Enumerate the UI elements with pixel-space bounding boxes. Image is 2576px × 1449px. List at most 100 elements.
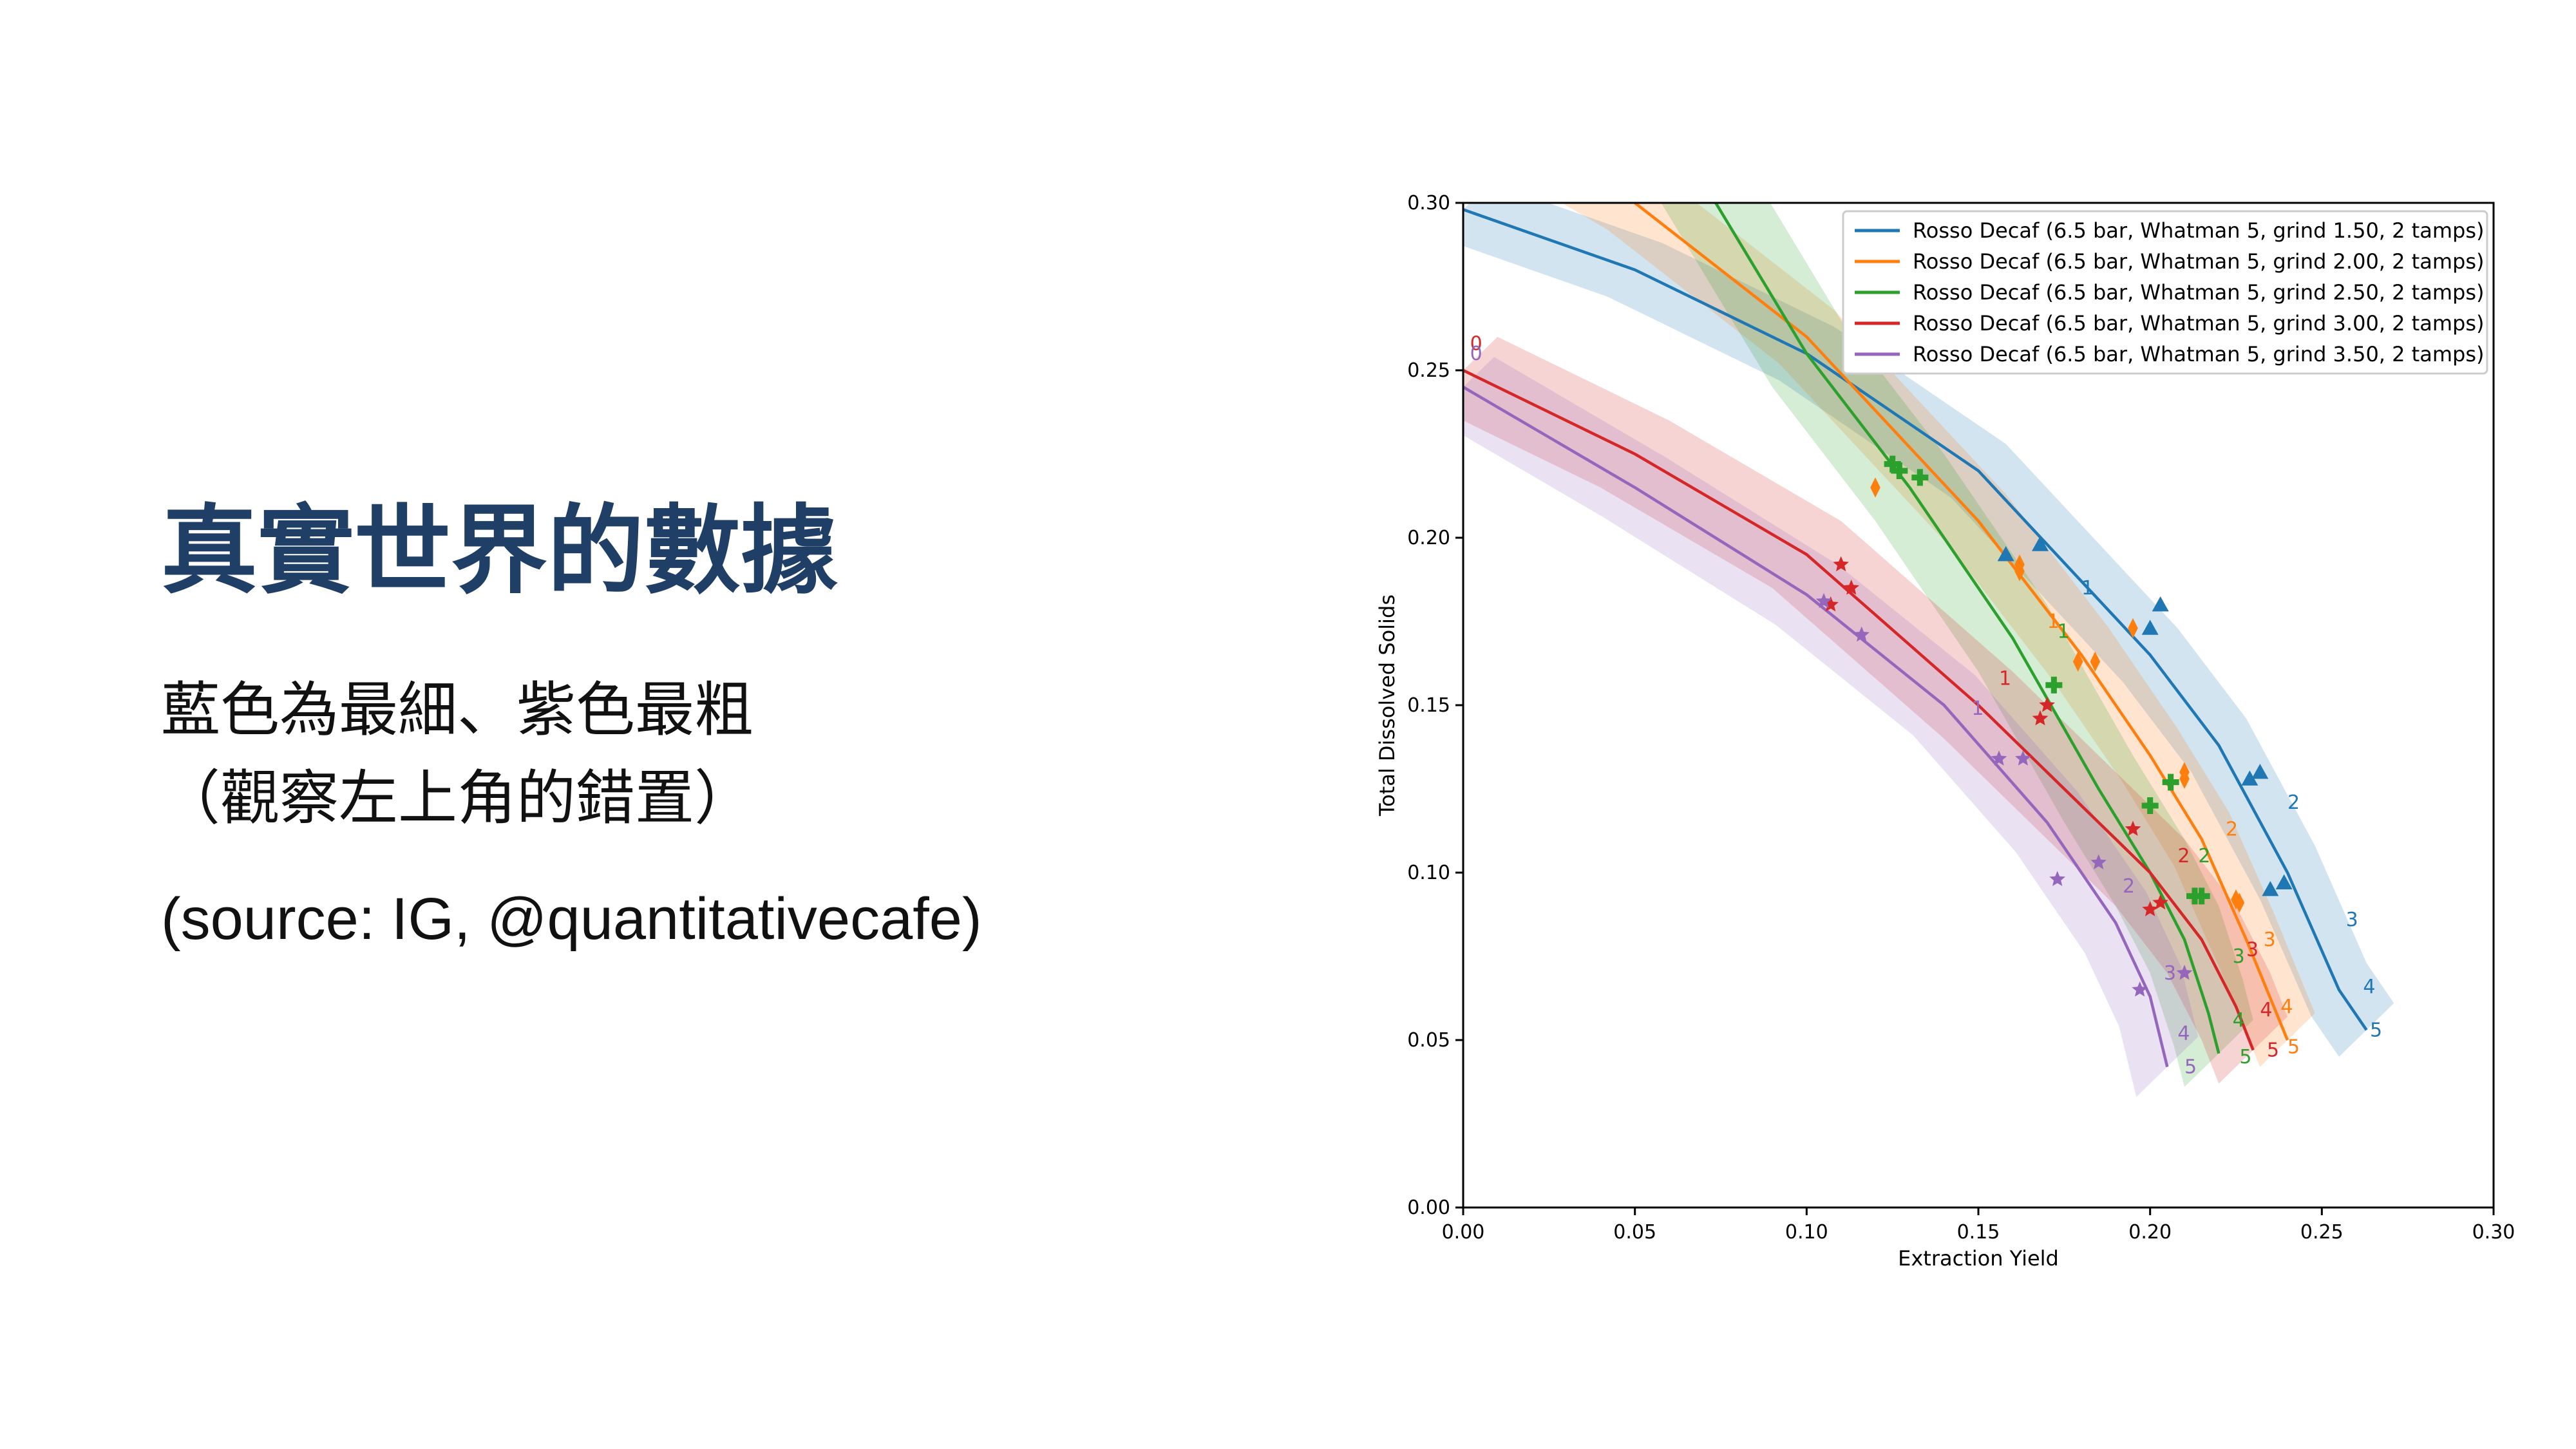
- curve-label: 5: [2184, 1056, 2197, 1079]
- data-point: [2142, 901, 2158, 916]
- curve-label: 5: [2370, 1019, 2382, 1041]
- data-point: [2125, 820, 2141, 836]
- curve-label: 2: [2226, 818, 2238, 840]
- x-tick-label: 0.15: [1957, 1221, 2000, 1244]
- legend-label: Rosso Decaf (6.5 bar, Whatman 5, grind 2…: [1913, 249, 2484, 274]
- y-axis-title: Total Dissolved Solids: [1375, 594, 1399, 817]
- curve-label: 4: [2260, 999, 2272, 1021]
- data-point: [1833, 556, 1849, 572]
- curve-label: 0: [1470, 332, 1482, 355]
- fit-curve: [1463, 368, 2255, 1051]
- source-credit: (source: IG, @quantitativecafe): [161, 886, 982, 952]
- confidence-band: [1661, 203, 2253, 1087]
- legend-label: Rosso Decaf (6.5 bar, Whatman 5, grind 3…: [1913, 342, 2484, 366]
- x-tick-label: 0.20: [2128, 1221, 2172, 1244]
- curve-label: 1: [1999, 667, 2011, 690]
- curve-label: 2: [2287, 791, 2300, 814]
- data-point: [2176, 965, 2193, 980]
- data-point: [2090, 854, 2107, 869]
- data-point: [2015, 750, 2031, 766]
- y-tick-label: 0.05: [1407, 1029, 1450, 1052]
- data-point: [1843, 580, 1859, 595]
- description-line-1: 藍色為最細、紫色最粗: [161, 676, 754, 744]
- x-tick-label: 0.00: [1442, 1221, 1485, 1244]
- curve-label: 1: [1971, 697, 1984, 720]
- confidence-band: [1463, 337, 2287, 1084]
- curve-label: 2: [2198, 845, 2210, 867]
- data-point: [1991, 750, 2007, 766]
- curve-label: 4: [2363, 976, 2375, 998]
- description-line-2: （觀察左上角的錯置）: [161, 764, 754, 833]
- data-points: [1815, 455, 2293, 997]
- x-tick-label: 0.10: [1785, 1221, 1828, 1244]
- y-axis-ticks: 0.00 0.05 0.10 0.15 0.20 0.25 0.30: [1407, 192, 1463, 1219]
- data-point: [2032, 536, 2049, 551]
- data-point: [2045, 676, 2063, 694]
- y-tick-label: 0.10: [1407, 862, 1450, 884]
- slide-title: 真實世界的數據: [161, 495, 838, 607]
- curve-label: 0: [1470, 343, 1482, 365]
- data-point: [2241, 770, 2259, 786]
- x-tick-label: 0.30: [2472, 1221, 2515, 1244]
- x-axis-ticks: 0.00 0.05 0.10 0.15 0.20 0.25 0.30: [1442, 1208, 2515, 1244]
- legend-label: Rosso Decaf (6.5 bar, Whatman 5, grind 1…: [1913, 218, 2484, 243]
- curve-label: 5: [2287, 1036, 2300, 1058]
- legend: Rosso Decaf (6.5 bar, Whatman 5, grind 1…: [1842, 210, 2488, 375]
- data-point: [1853, 626, 1870, 642]
- curve-label: 3: [2164, 962, 2176, 985]
- data-point: [2193, 887, 2210, 905]
- curve-label: 2: [2177, 845, 2190, 867]
- x-axis-title: Extraction Yield: [1898, 1246, 2059, 1271]
- x-tick-label: 0.25: [2300, 1221, 2344, 1244]
- data-point: [2141, 797, 2159, 814]
- y-tick-label: 0.00: [1407, 1197, 1450, 1219]
- data-point: [2049, 871, 2065, 886]
- data-point: [1884, 455, 1901, 473]
- curve-label: 3: [2346, 909, 2358, 931]
- curve-label: 1: [2058, 621, 2070, 643]
- curve-label: 2: [2123, 875, 2135, 898]
- curve-label: 5: [2239, 1046, 2251, 1068]
- data-point: [2032, 710, 2049, 726]
- data-point: [1823, 596, 1839, 612]
- data-point: [2072, 651, 2083, 672]
- data-point: [2090, 651, 2101, 672]
- y-tick-label: 0.15: [1407, 694, 1450, 717]
- curve-label: 1: [2081, 577, 2094, 600]
- curve-label: 4: [2280, 996, 2293, 1018]
- data-point: [2014, 554, 2025, 575]
- confidence-band: [1561, 203, 2315, 1067]
- data-point: [2039, 697, 2055, 712]
- x-tick-label: 0.05: [1613, 1221, 1656, 1244]
- confidence-band: [1463, 203, 2394, 1057]
- fit-curve: [1714, 203, 2221, 1054]
- data-point: [2179, 762, 2190, 782]
- fit-curve: [1463, 208, 2368, 1031]
- data-point: [2152, 894, 2168, 910]
- data-point: [1891, 462, 1908, 479]
- curve-label: 3: [2246, 939, 2259, 961]
- legend-label: Rosso Decaf (6.5 bar, Whatman 5, grind 2…: [1913, 280, 2484, 305]
- data-point: [2262, 881, 2279, 896]
- legend-box: [1842, 210, 2488, 375]
- y-tick-label: 0.30: [1407, 192, 1450, 214]
- curve-label: 3: [2264, 929, 2276, 951]
- curve-label: 4: [2177, 1023, 2190, 1045]
- data-point: [2234, 893, 2245, 913]
- data-point: [2162, 773, 2179, 791]
- confidence-bands: [1463, 203, 2394, 1097]
- curve-label: 5: [2267, 1039, 2279, 1062]
- data-point: [2152, 596, 2169, 612]
- data-point: [2128, 618, 2138, 638]
- data-point: [1997, 546, 2014, 562]
- data-point: [2251, 764, 2269, 779]
- data-point: [1870, 477, 1880, 498]
- data-point: [1815, 592, 1832, 609]
- curve-label: 4: [2233, 1009, 2245, 1032]
- y-tick-label: 0.20: [1407, 527, 1450, 549]
- data-point: [1911, 469, 1929, 486]
- data-point: [2275, 874, 2293, 889]
- legend-label: Rosso Decaf (6.5 bar, Whatman 5, grind 3…: [1913, 311, 2484, 336]
